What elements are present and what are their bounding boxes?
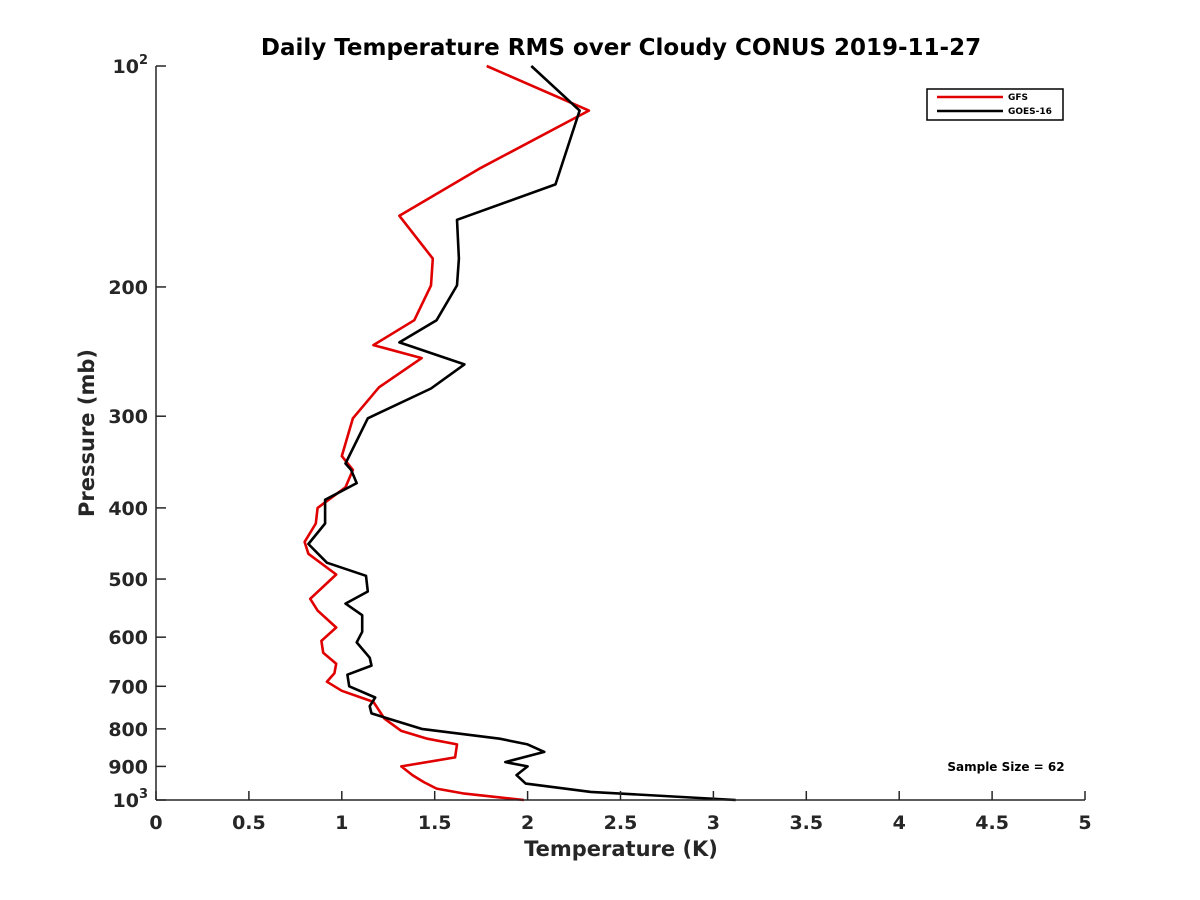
- x-tick-label: 2: [521, 812, 534, 834]
- chart-title: Daily Temperature RMS over Cloudy CONUS …: [261, 35, 981, 61]
- y-tick-label: 103: [113, 787, 149, 812]
- y-tick-label: 600: [108, 627, 148, 649]
- axes-layer: [155, 65, 1086, 801]
- x-tick-label: 0.5: [232, 812, 266, 834]
- series-line-gfs: [303, 64, 591, 802]
- series-line-goes16: [307, 65, 736, 802]
- x-tick-label: 4: [893, 812, 906, 834]
- series-layer: [303, 64, 736, 802]
- tick-labels: 0 0.5 1 1.5 2 2.5 3 3.5 4 4.5 51022003004005006007…: [108, 53, 1091, 834]
- x-tick-label: 3.5: [789, 812, 823, 834]
- x-tick-label: 3: [707, 812, 720, 834]
- x-tick-label: 4.5: [975, 812, 1009, 834]
- x-tick-label: 5: [1078, 812, 1091, 834]
- y-tick-label: 200: [108, 277, 148, 299]
- x-axis-label: Temperature (K): [524, 837, 718, 861]
- x-tick-label: 2.5: [604, 812, 638, 834]
- x-tick-label: 0: [149, 812, 162, 834]
- legend: GFS GOES-16: [926, 88, 1064, 121]
- legend-label-goes16: GOES-16: [1008, 107, 1052, 117]
- legend-label-gfs: GFS: [1008, 93, 1028, 103]
- y-tick-label: 900: [108, 756, 148, 778]
- legend-box: [926, 88, 1064, 121]
- sample-size-annotation: Sample Size = 62: [947, 760, 1064, 774]
- y-tick-label: 700: [108, 676, 148, 698]
- y-tick-label: 300: [108, 406, 148, 428]
- y-tick-label: 800: [108, 719, 148, 741]
- x-tick-label: 1: [335, 812, 348, 834]
- y-tick-label: 500: [108, 569, 148, 591]
- x-tick-label: 1.5: [418, 812, 452, 834]
- y-tick-label: 400: [108, 498, 148, 520]
- y-axis-label: Pressure (mb): [75, 349, 99, 517]
